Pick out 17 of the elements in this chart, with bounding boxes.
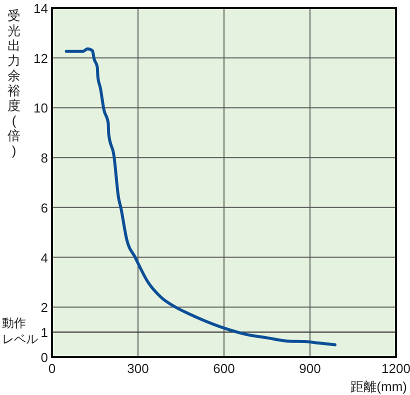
y-tick-label: 12 <box>34 50 48 66</box>
x-tick-label: 300 <box>127 361 149 376</box>
y-tick-label: 6 <box>40 200 48 216</box>
line-series <box>64 47 336 346</box>
x-tick-label: 1200 <box>382 361 410 376</box>
y-tick-label: 1 <box>40 325 48 340</box>
ref-line-label: 動作レベル <box>2 316 38 346</box>
x-tick-label: 600 <box>213 361 235 376</box>
y-tick-label: 10 <box>34 100 48 116</box>
y-tick-label: 0 <box>40 350 48 365</box>
y-tick-label: 14 <box>34 1 48 16</box>
x-axis-title: 距離(mm) <box>350 379 407 394</box>
text: 受光出力余裕度(倍) <box>8 8 20 158</box>
y-tick-label: 2 <box>40 300 48 316</box>
y-tick-label: 8 <box>40 150 48 166</box>
x-tick-label: 900 <box>299 361 321 376</box>
y-tick-label: 4 <box>40 250 48 266</box>
